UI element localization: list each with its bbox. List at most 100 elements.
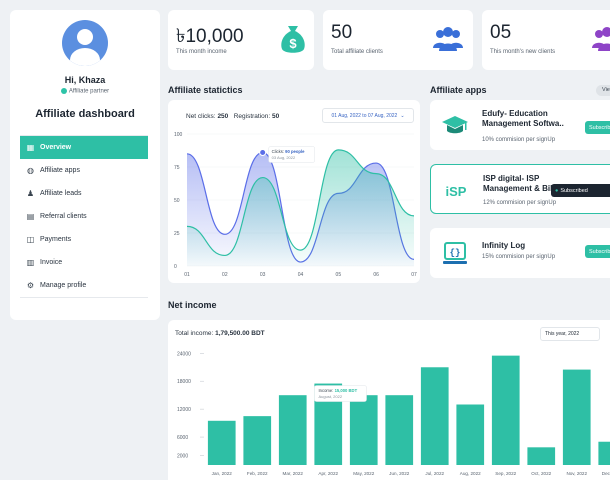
sidebar-item-invoice[interactable]: ▥ Invoice bbox=[20, 251, 148, 274]
sidebar-item-label: Invoice bbox=[40, 259, 63, 266]
app-card-edufy[interactable]: Edufy- Education Management Softwa.. 10%… bbox=[430, 100, 610, 150]
x-tick-label: 03 bbox=[260, 272, 266, 278]
group-icon bbox=[592, 27, 610, 51]
avatar[interactable] bbox=[62, 20, 108, 66]
bar bbox=[598, 441, 610, 465]
series-line-registration bbox=[186, 149, 415, 257]
x-tick-label: Oct, 2022 bbox=[531, 471, 551, 476]
graduation-cap-icon bbox=[442, 116, 468, 134]
y-tick-label: 12000 bbox=[177, 407, 191, 413]
date-range-label: 01 Aug, 2022 to 07 Aug, 2022 bbox=[331, 112, 398, 119]
app-name: ISP digital- ISP Management & Billin.. bbox=[483, 174, 567, 193]
stat-label: This month's new clients bbox=[490, 49, 556, 55]
check-circle-icon: ● bbox=[555, 187, 559, 194]
period-select[interactable]: This year, 2022 bbox=[540, 327, 600, 341]
y-tick-label: 24000 bbox=[177, 351, 191, 357]
sidebar-item-manage-profile[interactable]: ⚙ Manage profile bbox=[20, 274, 148, 297]
stat-card-new-clients: 05 This month's new clients bbox=[482, 10, 610, 70]
x-tick-label: 05 bbox=[336, 272, 342, 278]
x-tick-label: Jul, 2022 bbox=[425, 471, 444, 476]
y-tick-label: 25 bbox=[174, 231, 180, 237]
tooltip-text: Clicks: 90 people bbox=[272, 149, 305, 154]
code-window-icon: {} bbox=[443, 242, 467, 264]
subscribed-label: Subscribed bbox=[560, 187, 588, 194]
bar bbox=[562, 369, 591, 465]
view-all-button[interactable]: View bbox=[596, 85, 610, 96]
user-gear-icon: ⚙ bbox=[26, 281, 35, 290]
subscribe-button[interactable]: Subscribe bbox=[585, 121, 610, 134]
tooltip-date: August, 2022 bbox=[319, 394, 343, 399]
app-name: Edufy- Education Management Softwa.. bbox=[482, 109, 564, 128]
bar bbox=[456, 404, 485, 465]
sidebar-item-label: Affiliate apps bbox=[40, 167, 80, 174]
tooltip-date: 03 Aug, 2022 bbox=[272, 155, 296, 160]
x-tick-label: Mar, 2022 bbox=[283, 471, 304, 476]
sidebar-item-label: Affiliate leads bbox=[40, 190, 82, 197]
chevron-down-icon: ⌄ bbox=[400, 112, 405, 119]
apps-title: Affiliate apps bbox=[430, 85, 487, 95]
y-tick-label: 0 bbox=[174, 264, 177, 270]
net-income-chart: 2000 6000 12000 18000 24000 Jan, 2022 Feb, 202… bbox=[177, 351, 610, 476]
highlight-point bbox=[259, 148, 267, 156]
bar bbox=[349, 395, 378, 465]
app-card-infinity-log[interactable]: {} Infinity Log 15% commision per signUp… bbox=[430, 228, 610, 278]
sidebar-item-payments[interactable]: ◫ Payments bbox=[20, 228, 148, 251]
x-tick-label: 06 bbox=[373, 272, 379, 278]
stat-value: 05 bbox=[490, 22, 512, 43]
sidebar-item-label: Referral clients bbox=[40, 213, 87, 220]
svg-text:$: $ bbox=[289, 36, 297, 51]
money-bag-icon: $ bbox=[281, 26, 305, 53]
stat-card-income: ৳10,000 This month income $ bbox=[168, 10, 314, 70]
x-tick-label: 01 bbox=[184, 272, 190, 278]
y-tick-label: 18000 bbox=[177, 379, 191, 385]
subscribe-button[interactable]: Subscribe bbox=[585, 245, 610, 258]
x-tick-label: Sep, 2022 bbox=[495, 471, 516, 476]
sidebar-item-affiliate-apps[interactable]: ◍ Affiliate apps bbox=[20, 159, 148, 182]
sidebar-nav: ▦ Overview ◍ Affiliate apps ♟ Affiliate lea… bbox=[20, 135, 148, 298]
svg-text:iSP: iSP bbox=[446, 184, 467, 199]
sidebar-item-referral-clients[interactable]: ▤ Referral clients bbox=[20, 205, 148, 228]
statistics-title: Affiliate statictics bbox=[168, 85, 243, 95]
invoice-icon: ▥ bbox=[26, 258, 35, 267]
sidebar-item-label: Manage profile bbox=[40, 282, 87, 289]
wallet-icon: ◫ bbox=[26, 235, 35, 244]
building-icon: ▤ bbox=[26, 212, 35, 221]
net-income-title: Net income bbox=[168, 300, 217, 310]
bar bbox=[243, 416, 272, 465]
user-role: Affiliate partner bbox=[10, 88, 160, 95]
subscribed-button[interactable]: ● Subscribed bbox=[551, 184, 610, 197]
statistics-summary: Net clicks: 250 Registration: 50 bbox=[186, 113, 279, 120]
total-income-value: 1,79,500.00 BDT bbox=[215, 330, 265, 337]
dashboard-title: Affiliate dashboard bbox=[35, 108, 135, 120]
statistics-card: Net clicks: 250 Registration: 50 01 Aug,… bbox=[168, 100, 420, 283]
x-tick-label: May, 2022 bbox=[353, 471, 375, 476]
verified-icon bbox=[60, 88, 67, 94]
bar bbox=[420, 367, 449, 465]
sidebar-item-label: Payments bbox=[40, 236, 72, 243]
app-card-isp-digital[interactable]: iSP ISP digital- ISP Management & Billin… bbox=[430, 164, 610, 214]
net-income-card: Total income: 1,79,500.00 BDT This year,… bbox=[168, 320, 610, 480]
series-area-registration bbox=[187, 149, 414, 266]
bar bbox=[527, 447, 556, 465]
x-tick-label: Jan, 2022 bbox=[212, 471, 233, 476]
sidebar-item-label: Overview bbox=[40, 144, 72, 151]
user-greeting: Hi, Khaza bbox=[64, 75, 106, 85]
sidebar-item-affiliate-leads[interactable]: ♟ Affiliate leads bbox=[20, 182, 148, 205]
y-tick-label: 2000 bbox=[177, 454, 188, 460]
x-tick-label: Dec, 2022 bbox=[602, 471, 610, 476]
stat-card-total-clients: 50 Total affiliate clients bbox=[323, 10, 473, 70]
stat-value: 50 bbox=[331, 22, 353, 43]
app-commission: 12% commision per signUp bbox=[483, 200, 557, 206]
date-range-picker[interactable]: 01 Aug, 2022 to 07 Aug, 2022 ⌄ bbox=[322, 108, 414, 123]
user-role-label: Affiliate partner bbox=[68, 88, 110, 95]
sidebar-item-overview[interactable]: ▦ Overview bbox=[20, 136, 148, 159]
isp-logo-icon: iSP bbox=[446, 184, 467, 199]
tooltip bbox=[268, 146, 315, 163]
x-tick-label: Jun, 2022 bbox=[389, 471, 410, 476]
x-tick-label: Nov, 2022 bbox=[566, 471, 587, 476]
y-tick-label: 100 bbox=[174, 132, 183, 138]
svg-text:{}: {} bbox=[450, 248, 461, 258]
stat-label: Total affiliate clients bbox=[331, 49, 383, 55]
globe-icon: ◍ bbox=[27, 166, 34, 175]
grid-icon: ▦ bbox=[26, 143, 35, 152]
